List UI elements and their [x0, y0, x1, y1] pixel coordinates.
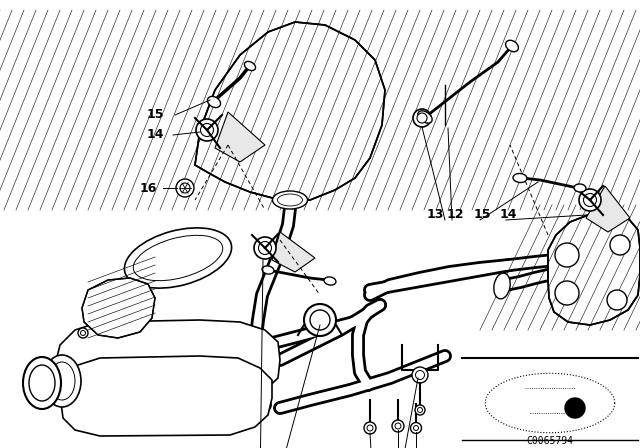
Ellipse shape: [584, 194, 596, 207]
Ellipse shape: [417, 113, 427, 123]
Ellipse shape: [412, 367, 428, 383]
Ellipse shape: [259, 241, 271, 254]
Ellipse shape: [610, 235, 630, 255]
Ellipse shape: [579, 189, 601, 211]
Ellipse shape: [43, 355, 81, 407]
Ellipse shape: [418, 111, 432, 123]
Ellipse shape: [180, 183, 190, 193]
Polygon shape: [60, 356, 272, 436]
Ellipse shape: [607, 290, 627, 310]
Polygon shape: [195, 22, 385, 200]
Ellipse shape: [367, 425, 373, 431]
Text: 15: 15: [473, 208, 491, 221]
Text: 15: 15: [147, 108, 164, 121]
Polygon shape: [215, 112, 265, 162]
Ellipse shape: [278, 194, 303, 206]
Polygon shape: [55, 320, 280, 400]
Ellipse shape: [304, 304, 336, 336]
Polygon shape: [548, 213, 640, 325]
Ellipse shape: [395, 423, 401, 429]
Ellipse shape: [78, 328, 88, 338]
Ellipse shape: [413, 426, 419, 431]
Ellipse shape: [23, 357, 61, 409]
Ellipse shape: [244, 61, 255, 71]
Text: 12: 12: [446, 208, 464, 221]
Ellipse shape: [392, 420, 404, 432]
Text: 14: 14: [499, 208, 516, 221]
Ellipse shape: [324, 277, 336, 285]
Ellipse shape: [417, 408, 422, 413]
Ellipse shape: [124, 228, 232, 288]
Polygon shape: [586, 186, 630, 232]
Text: 13: 13: [426, 208, 444, 221]
Ellipse shape: [49, 362, 75, 400]
Ellipse shape: [207, 96, 221, 108]
Polygon shape: [485, 373, 615, 433]
Ellipse shape: [176, 179, 194, 197]
Ellipse shape: [574, 184, 586, 192]
Ellipse shape: [555, 243, 579, 267]
Ellipse shape: [410, 422, 422, 434]
Ellipse shape: [196, 119, 218, 141]
Ellipse shape: [81, 331, 86, 336]
Ellipse shape: [29, 365, 55, 401]
Ellipse shape: [200, 124, 214, 137]
Text: C0065794: C0065794: [527, 436, 573, 446]
Ellipse shape: [273, 191, 307, 209]
Ellipse shape: [310, 310, 330, 330]
Text: 16: 16: [140, 181, 157, 194]
Ellipse shape: [133, 235, 223, 281]
Ellipse shape: [513, 173, 527, 182]
Ellipse shape: [555, 281, 579, 305]
Ellipse shape: [415, 405, 425, 415]
Polygon shape: [272, 232, 315, 272]
Ellipse shape: [254, 237, 276, 259]
Ellipse shape: [364, 422, 376, 434]
Ellipse shape: [262, 266, 274, 274]
Polygon shape: [82, 278, 155, 338]
Circle shape: [565, 398, 585, 418]
Text: 14: 14: [147, 129, 164, 142]
Ellipse shape: [506, 40, 518, 52]
Ellipse shape: [415, 370, 424, 379]
Ellipse shape: [494, 273, 510, 299]
Ellipse shape: [413, 109, 431, 127]
